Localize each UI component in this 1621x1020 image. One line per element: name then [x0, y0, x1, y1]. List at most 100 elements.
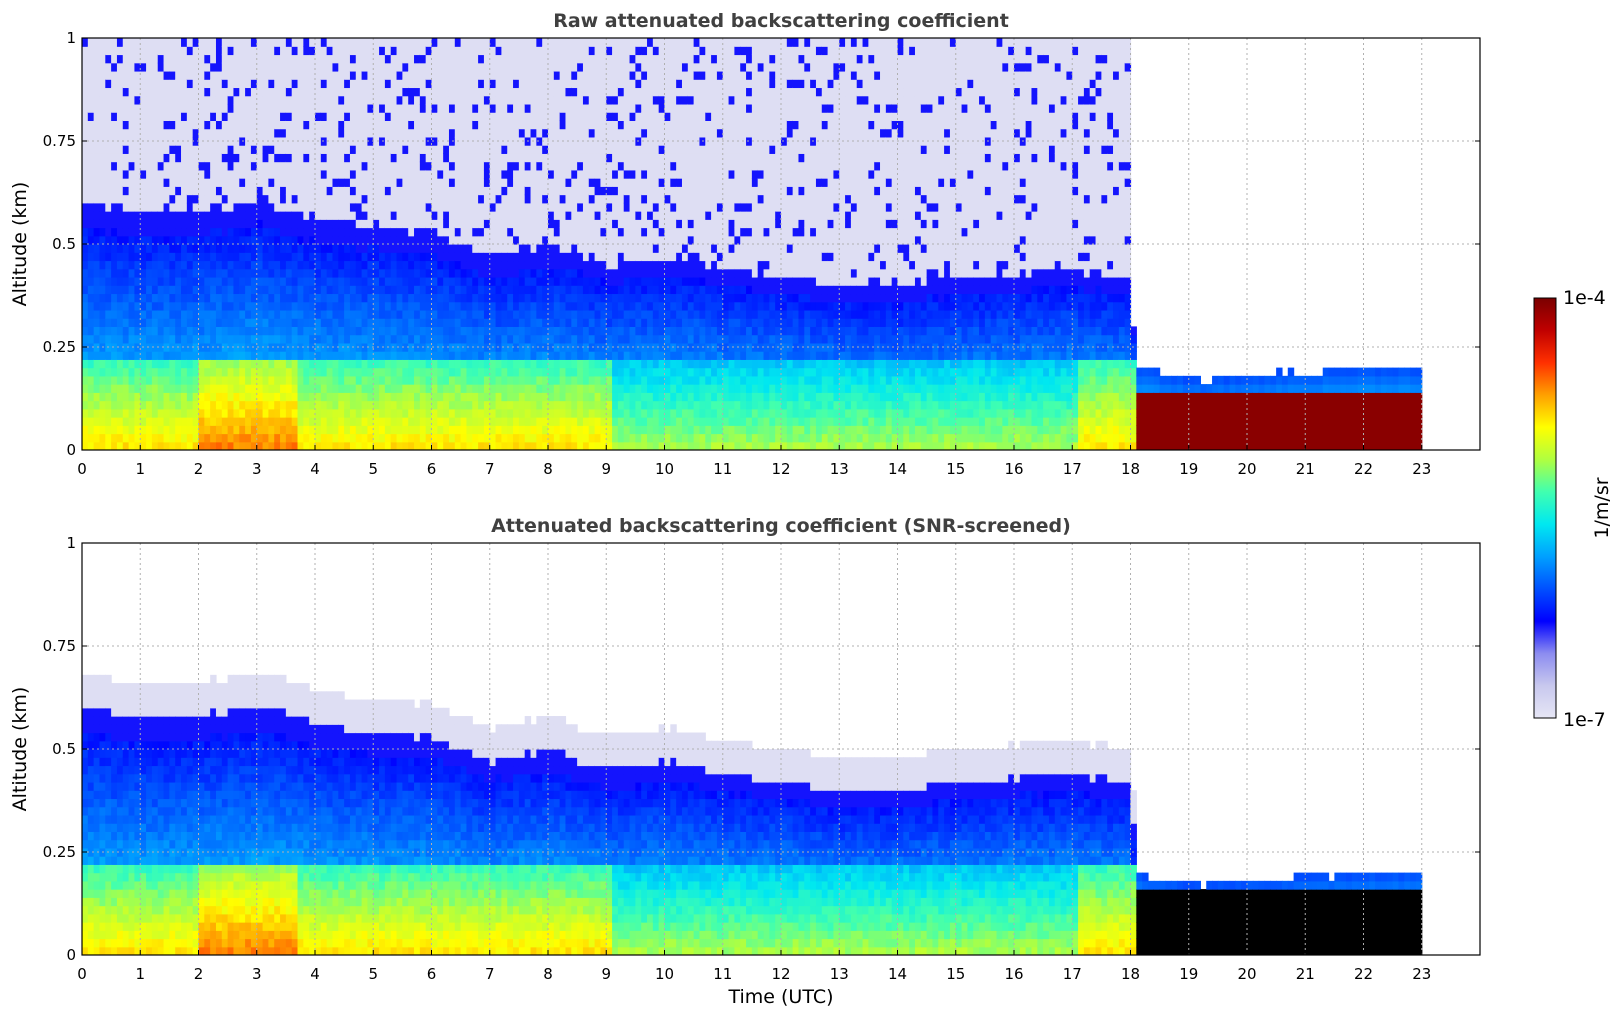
heatmap-cell [256, 417, 264, 426]
heatmap-cell [134, 128, 141, 138]
heatmap-cell [128, 54, 136, 64]
heatmap-cell [408, 112, 415, 121]
heatmap-cell [542, 194, 549, 204]
heatmap-cell [245, 145, 252, 154]
heatmap-cell [105, 153, 112, 163]
heatmap-cell [355, 367, 363, 377]
heatmap-cell [507, 342, 514, 352]
heatmap-cell [472, 161, 479, 171]
heatmap-cell [495, 252, 502, 262]
heatmap-cell [437, 194, 444, 204]
heatmap-cell [594, 400, 602, 410]
heatmap-cell [151, 87, 159, 97]
heatmap-cell [140, 293, 147, 303]
heatmap-cell [652, 400, 660, 410]
heatmap-cell [384, 128, 392, 138]
heatmap-cell [157, 54, 165, 64]
heatmap-cell [326, 342, 334, 352]
heatmap-cell [600, 128, 607, 138]
heatmap-cell [186, 202, 194, 212]
heatmap-cell [559, 87, 567, 97]
heatmap-cell [513, 128, 520, 138]
heatmap-cell [647, 128, 654, 138]
heatmap-cell [291, 120, 299, 130]
heatmap-cell [122, 194, 130, 204]
heatmap-cell [425, 186, 433, 196]
heatmap-cell [303, 375, 310, 385]
heatmap-cell [169, 252, 176, 262]
heatmap-cell [215, 351, 223, 360]
heatmap-cell [192, 169, 200, 179]
heatmap-cell [105, 169, 112, 179]
heatmap-cell [186, 293, 194, 303]
heatmap-cell [443, 375, 450, 385]
heatmap-cell [635, 367, 642, 377]
heatmap-cell [460, 351, 468, 360]
heatmap-cell [454, 392, 462, 402]
heatmap-cell [612, 417, 619, 426]
heatmap-cell [349, 128, 357, 138]
heatmap-cell [355, 359, 363, 369]
heatmap-cell [454, 276, 462, 286]
heatmap-cell [344, 408, 351, 418]
heatmap-cell [518, 408, 526, 418]
heatmap-cell [594, 38, 602, 47]
heatmap-cell [443, 153, 450, 163]
heatmap-cell [221, 120, 229, 130]
heatmap-cell [612, 334, 619, 344]
heatmap-cell [163, 252, 170, 262]
heatmap-cell [367, 70, 374, 80]
heatmap-cell [291, 70, 299, 80]
heatmap-cell [518, 276, 526, 286]
heatmap-cell [338, 334, 345, 344]
heatmap-cell [466, 186, 473, 196]
heatmap-cell [221, 359, 229, 369]
heatmap-cell [367, 384, 374, 393]
heatmap-cell [658, 194, 666, 204]
heatmap-cell [210, 425, 217, 435]
heatmap-cell [204, 252, 211, 262]
heatmap-cell [647, 95, 654, 105]
heatmap-cell [349, 268, 357, 278]
heatmap-cell [571, 301, 578, 311]
heatmap-cell [99, 359, 106, 369]
heatmap-cell [384, 194, 392, 204]
heatmap-cell [367, 392, 374, 402]
heatmap-cell [565, 103, 572, 113]
heatmap-cell [280, 87, 287, 97]
heatmap-cell [116, 46, 124, 56]
heatmap-cell [577, 194, 584, 204]
heatmap-cell [402, 136, 409, 146]
heatmap-cell [221, 38, 229, 47]
heatmap-cell [425, 268, 433, 278]
heatmap-cell [326, 285, 334, 295]
heatmap-cell [629, 318, 636, 327]
heatmap-cell [617, 417, 625, 426]
heatmap-cell [87, 301, 95, 311]
heatmap-cell [221, 219, 229, 229]
heatmap-cell [332, 54, 339, 64]
heatmap-cell [553, 38, 561, 47]
heatmap-cell [326, 375, 334, 385]
heatmap-cell [227, 38, 235, 47]
heatmap-cell [536, 169, 543, 179]
heatmap-cell [606, 441, 613, 450]
heatmap-cell [146, 400, 153, 410]
heatmap-cell [291, 417, 299, 426]
heatmap-cell [530, 62, 537, 72]
heatmap-cell [87, 392, 95, 402]
heatmap-cell [140, 318, 147, 327]
heatmap-cell [105, 441, 112, 450]
heatmap-cell [157, 202, 165, 212]
heatmap-cell [594, 252, 602, 262]
heatmap-cell [472, 186, 479, 196]
heatmap-cell [495, 38, 502, 47]
heatmap-cell [326, 326, 334, 336]
heatmap-cell [116, 425, 124, 435]
heatmap-cell [466, 62, 473, 72]
heatmap-cell [268, 433, 275, 443]
heatmap-cell [384, 301, 392, 311]
heatmap-cell [612, 425, 619, 435]
heatmap-cell [116, 178, 124, 187]
heatmap-cell [181, 87, 188, 97]
